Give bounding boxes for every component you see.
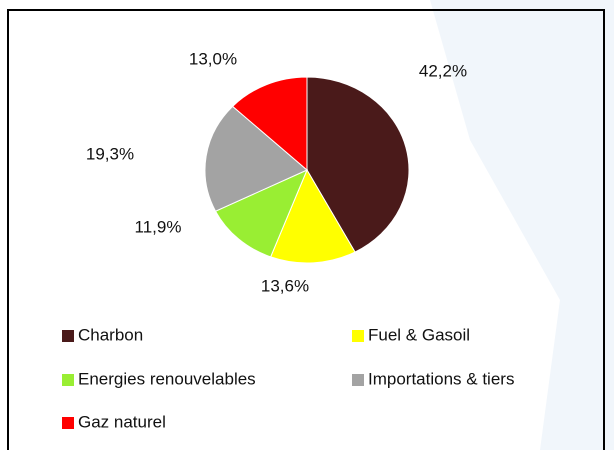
pie-slice bbox=[204, 105, 308, 212]
pie-slice bbox=[269, 168, 356, 264]
legend-label: Energies renouvelables bbox=[78, 369, 256, 388]
legend-swatch bbox=[62, 374, 74, 386]
legend-label: Fuel & Gasoil bbox=[368, 325, 470, 344]
data-label: 13,6% bbox=[261, 276, 309, 295]
legend-label: Charbon bbox=[78, 325, 143, 344]
frame bbox=[7, 9, 605, 450]
data-label: 19,3% bbox=[86, 144, 134, 163]
pie-slice bbox=[231, 76, 308, 172]
pie-slice bbox=[306, 76, 410, 253]
data-label: 42,2% bbox=[419, 61, 467, 80]
data-label: 11,9% bbox=[135, 217, 182, 236]
pie-slice bbox=[214, 169, 308, 258]
watermark bbox=[430, 0, 614, 450]
legend-swatch bbox=[62, 417, 74, 429]
legend-label: Gaz naturel bbox=[78, 412, 166, 431]
data-label: 13,0% bbox=[189, 49, 237, 68]
legend-swatch bbox=[352, 330, 364, 342]
legend-label: Importations & tiers bbox=[368, 369, 514, 388]
legend-swatch bbox=[352, 374, 364, 386]
legend-swatch bbox=[62, 330, 74, 342]
